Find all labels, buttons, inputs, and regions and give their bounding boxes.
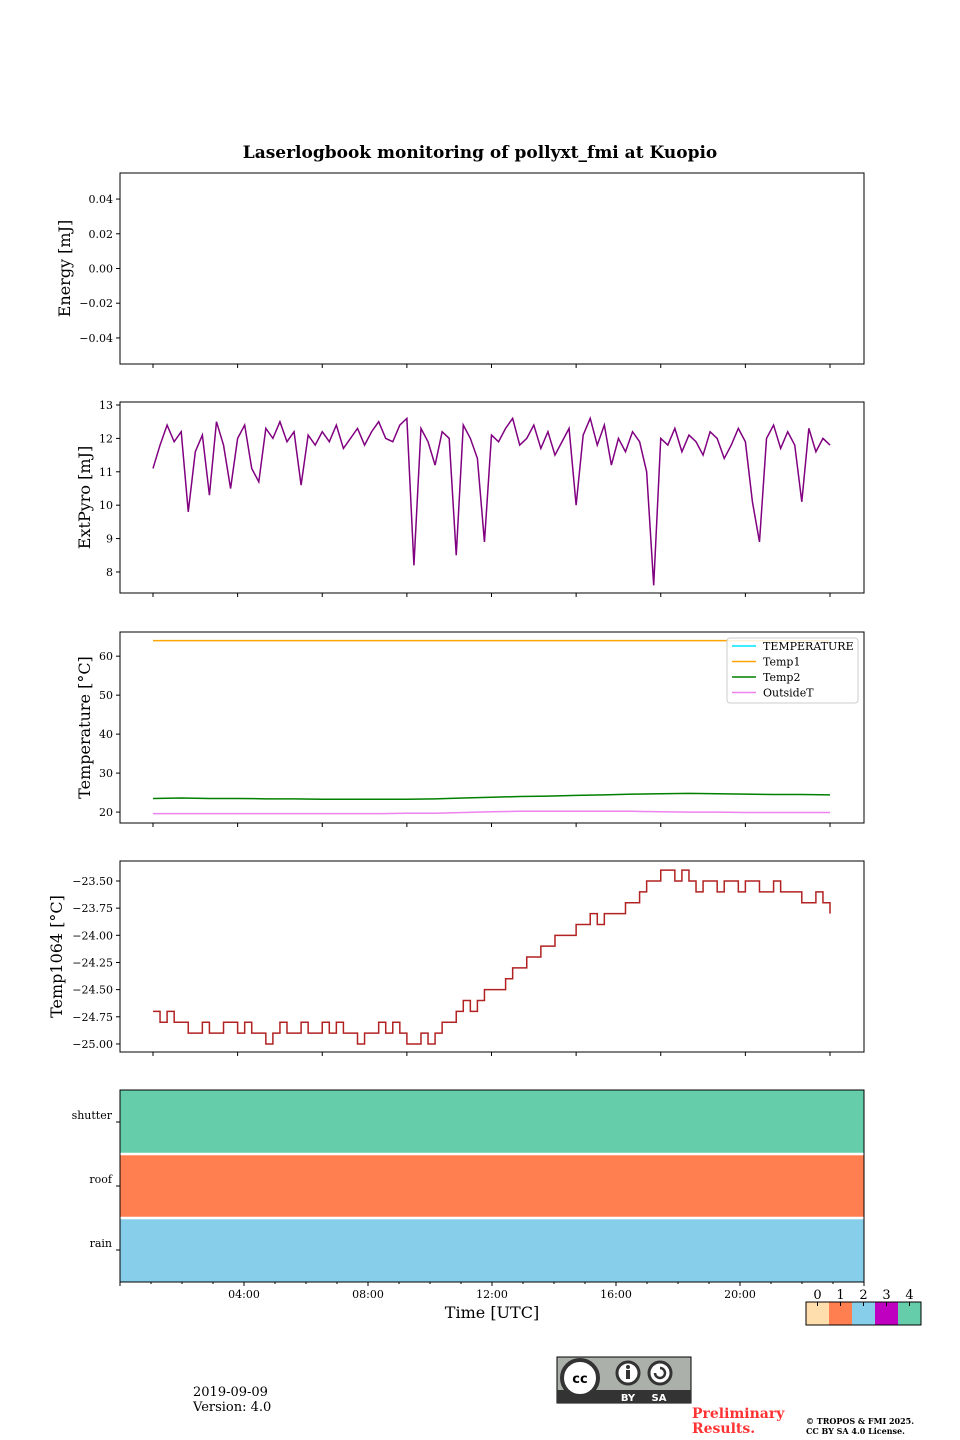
colorbar-label: 4 <box>905 1288 913 1303</box>
ytick-label: 12 <box>99 432 113 445</box>
ytick-label: 10 <box>99 499 113 512</box>
ytick-label: 20 <box>99 806 113 819</box>
ytick-label: −24.00 <box>72 929 113 942</box>
ytick-label: −23.75 <box>72 902 113 915</box>
ytick-label: −25.00 <box>72 1038 113 1051</box>
date-label: 2019-09-09 <box>193 1385 268 1400</box>
legend: TEMPERATURE Temp1 Temp2 OutsideT <box>726 637 859 704</box>
ytick-label: 9 <box>106 533 113 546</box>
ytick-label: 40 <box>99 728 113 741</box>
y-axis-label: Temp1064 [°C] <box>47 895 66 1018</box>
panel-3: 60 50 40 30 20 Temperature [°C] TEMPERATURE Tem… <box>75 631 865 827</box>
legend-entry: Temp1 <box>763 656 800 669</box>
y-axis-label: Energy [mJ] <box>55 220 74 318</box>
chart-title: Laserlogbook monitoring of pollyxt_fmi a… <box>243 143 718 163</box>
svg-text:BY: BY <box>621 1393 636 1404</box>
series-temp1064-line <box>153 869 831 1045</box>
series-temp2-line <box>152 792 831 800</box>
preliminary-label-2: Results. <box>692 1421 755 1437</box>
status-band-roof <box>120 1154 864 1218</box>
status-panel: shutter roof rain 04:00 08:00 12:00 16:00 20:00… <box>72 1089 865 1322</box>
y-axis-label: ExtPyro [mJ] <box>75 446 94 549</box>
colorbar-swatch <box>829 1302 852 1325</box>
axes-frame <box>119 172 865 365</box>
ytick-label: 50 <box>99 689 113 702</box>
xtick-label: 20:00 <box>724 1288 756 1301</box>
status-row-label: roof <box>89 1173 113 1186</box>
series-extpyro-line <box>152 416 831 586</box>
cc-icon <box>560 1358 600 1398</box>
xtick-label: 04:00 <box>228 1288 260 1301</box>
colorbar-swatch <box>852 1302 875 1325</box>
ytick-label: 13 <box>99 399 113 412</box>
panel-2: 13 12 11 10 9 8 ExtPyro [mJ] <box>75 399 865 597</box>
colorbar-label: 1 <box>836 1288 844 1303</box>
ytick-label: 0.04 <box>89 193 114 206</box>
license-label: CC BY SA 4.0 License. <box>806 1426 905 1436</box>
colorbar-swatch <box>875 1302 898 1325</box>
colorbar-label: 3 <box>882 1288 890 1303</box>
series-outsidet-line <box>153 810 830 815</box>
svg-text:cc: cc <box>572 1372 587 1387</box>
version-label: Version: 4.0 <box>192 1400 271 1415</box>
ytick-label: 11 <box>99 466 113 479</box>
preliminary-label: Preliminary <box>692 1406 785 1422</box>
ytick-label: −23.50 <box>72 875 113 888</box>
status-row-label: shutter <box>72 1109 113 1122</box>
legend-entry: TEMPERATURE <box>763 640 854 653</box>
ytick-label: 60 <box>99 650 113 663</box>
colorbar-swatch <box>898 1302 921 1325</box>
ytick-label: 8 <box>106 566 113 579</box>
status-band-rain <box>120 1218 864 1282</box>
status-band-shutter <box>120 1090 864 1154</box>
panel-4: −23.50 −23.75 −24.00 −24.25 −24.50 −24.75 −25.… <box>47 860 865 1056</box>
legend-entry: Temp2 <box>763 671 800 684</box>
ytick-label: 0.02 <box>89 228 114 241</box>
xtick-label: 16:00 <box>600 1288 632 1301</box>
status-row-label: rain <box>90 1237 112 1250</box>
ytick-label: −24.50 <box>72 984 113 997</box>
cc-license-badge: cc BY SA <box>556 1356 692 1404</box>
ytick-label: −0.02 <box>79 297 113 310</box>
svg-text:SA: SA <box>652 1393 667 1404</box>
ytick-label: −24.75 <box>72 1011 113 1024</box>
x-axis-label: Time [UTC] <box>445 1303 539 1322</box>
copyright-label: © TROPOS & FMI 2025. <box>806 1416 914 1426</box>
xtick-label: 12:00 <box>476 1288 508 1301</box>
ytick-label: 0.00 <box>89 263 114 276</box>
xtick-label: 08:00 <box>352 1288 384 1301</box>
ytick-label: 30 <box>99 767 113 780</box>
panel-1: 0.04 0.02 0.00 −0.02 −0.04 Energy [mJ] <box>55 172 865 368</box>
colorbar-label: 2 <box>859 1288 867 1303</box>
colorbar-swatch <box>806 1302 829 1325</box>
colorbar-label: 0 <box>813 1288 821 1303</box>
axes-frame <box>119 860 865 1053</box>
y-axis-label: Temperature [°C] <box>75 656 94 799</box>
ytick-label: −0.04 <box>79 332 113 345</box>
share-alike-icon <box>647 1360 673 1386</box>
legend-entry: OutsideT <box>763 687 814 700</box>
ytick-label: −24.25 <box>72 956 113 969</box>
